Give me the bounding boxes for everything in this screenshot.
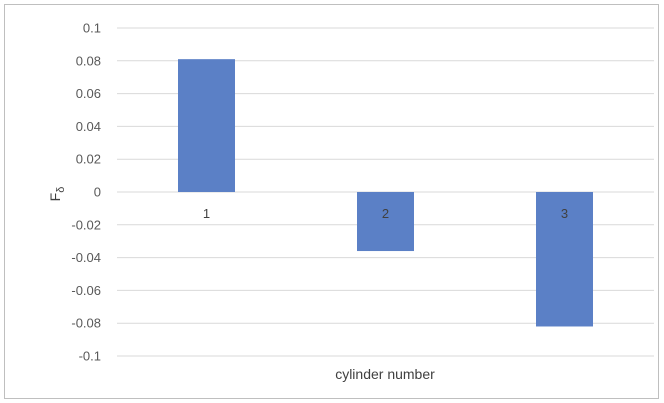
y-tick-label: 0.06 [76, 86, 101, 101]
y-tick-label: -0.06 [71, 283, 101, 298]
y-tick-label: 0.02 [76, 152, 101, 167]
y-tick-label: -0.1 [79, 349, 101, 364]
y-tick-label: 0.04 [76, 119, 101, 134]
y-tick-label: 0 [94, 185, 101, 200]
bar [536, 192, 593, 327]
y-axis-label-subscript: δ [55, 187, 67, 193]
category-labels: 1 2 3 [203, 206, 568, 221]
y-tick-label: -0.02 [71, 217, 101, 232]
y-tick-label: -0.08 [71, 316, 101, 331]
y-tick-label: 0.08 [76, 53, 101, 68]
category-label: 2 [382, 206, 389, 221]
y-tick-labels: 0.1 0.08 0.06 0.04 0.02 0 -0.02 -0.04 -0.06 -0.08… [71, 21, 101, 364]
y-tick-label: 0.1 [83, 21, 101, 36]
y-tick-label: -0.04 [71, 250, 101, 265]
x-axis-label: cylinder number [335, 366, 435, 382]
y-axis-label: Fδ [47, 187, 67, 202]
bar [178, 59, 235, 192]
bar [357, 192, 414, 252]
bars [178, 59, 593, 327]
category-label: 1 [203, 206, 210, 221]
y-axis-label-main: F [47, 193, 63, 202]
category-label: 3 [561, 206, 568, 221]
